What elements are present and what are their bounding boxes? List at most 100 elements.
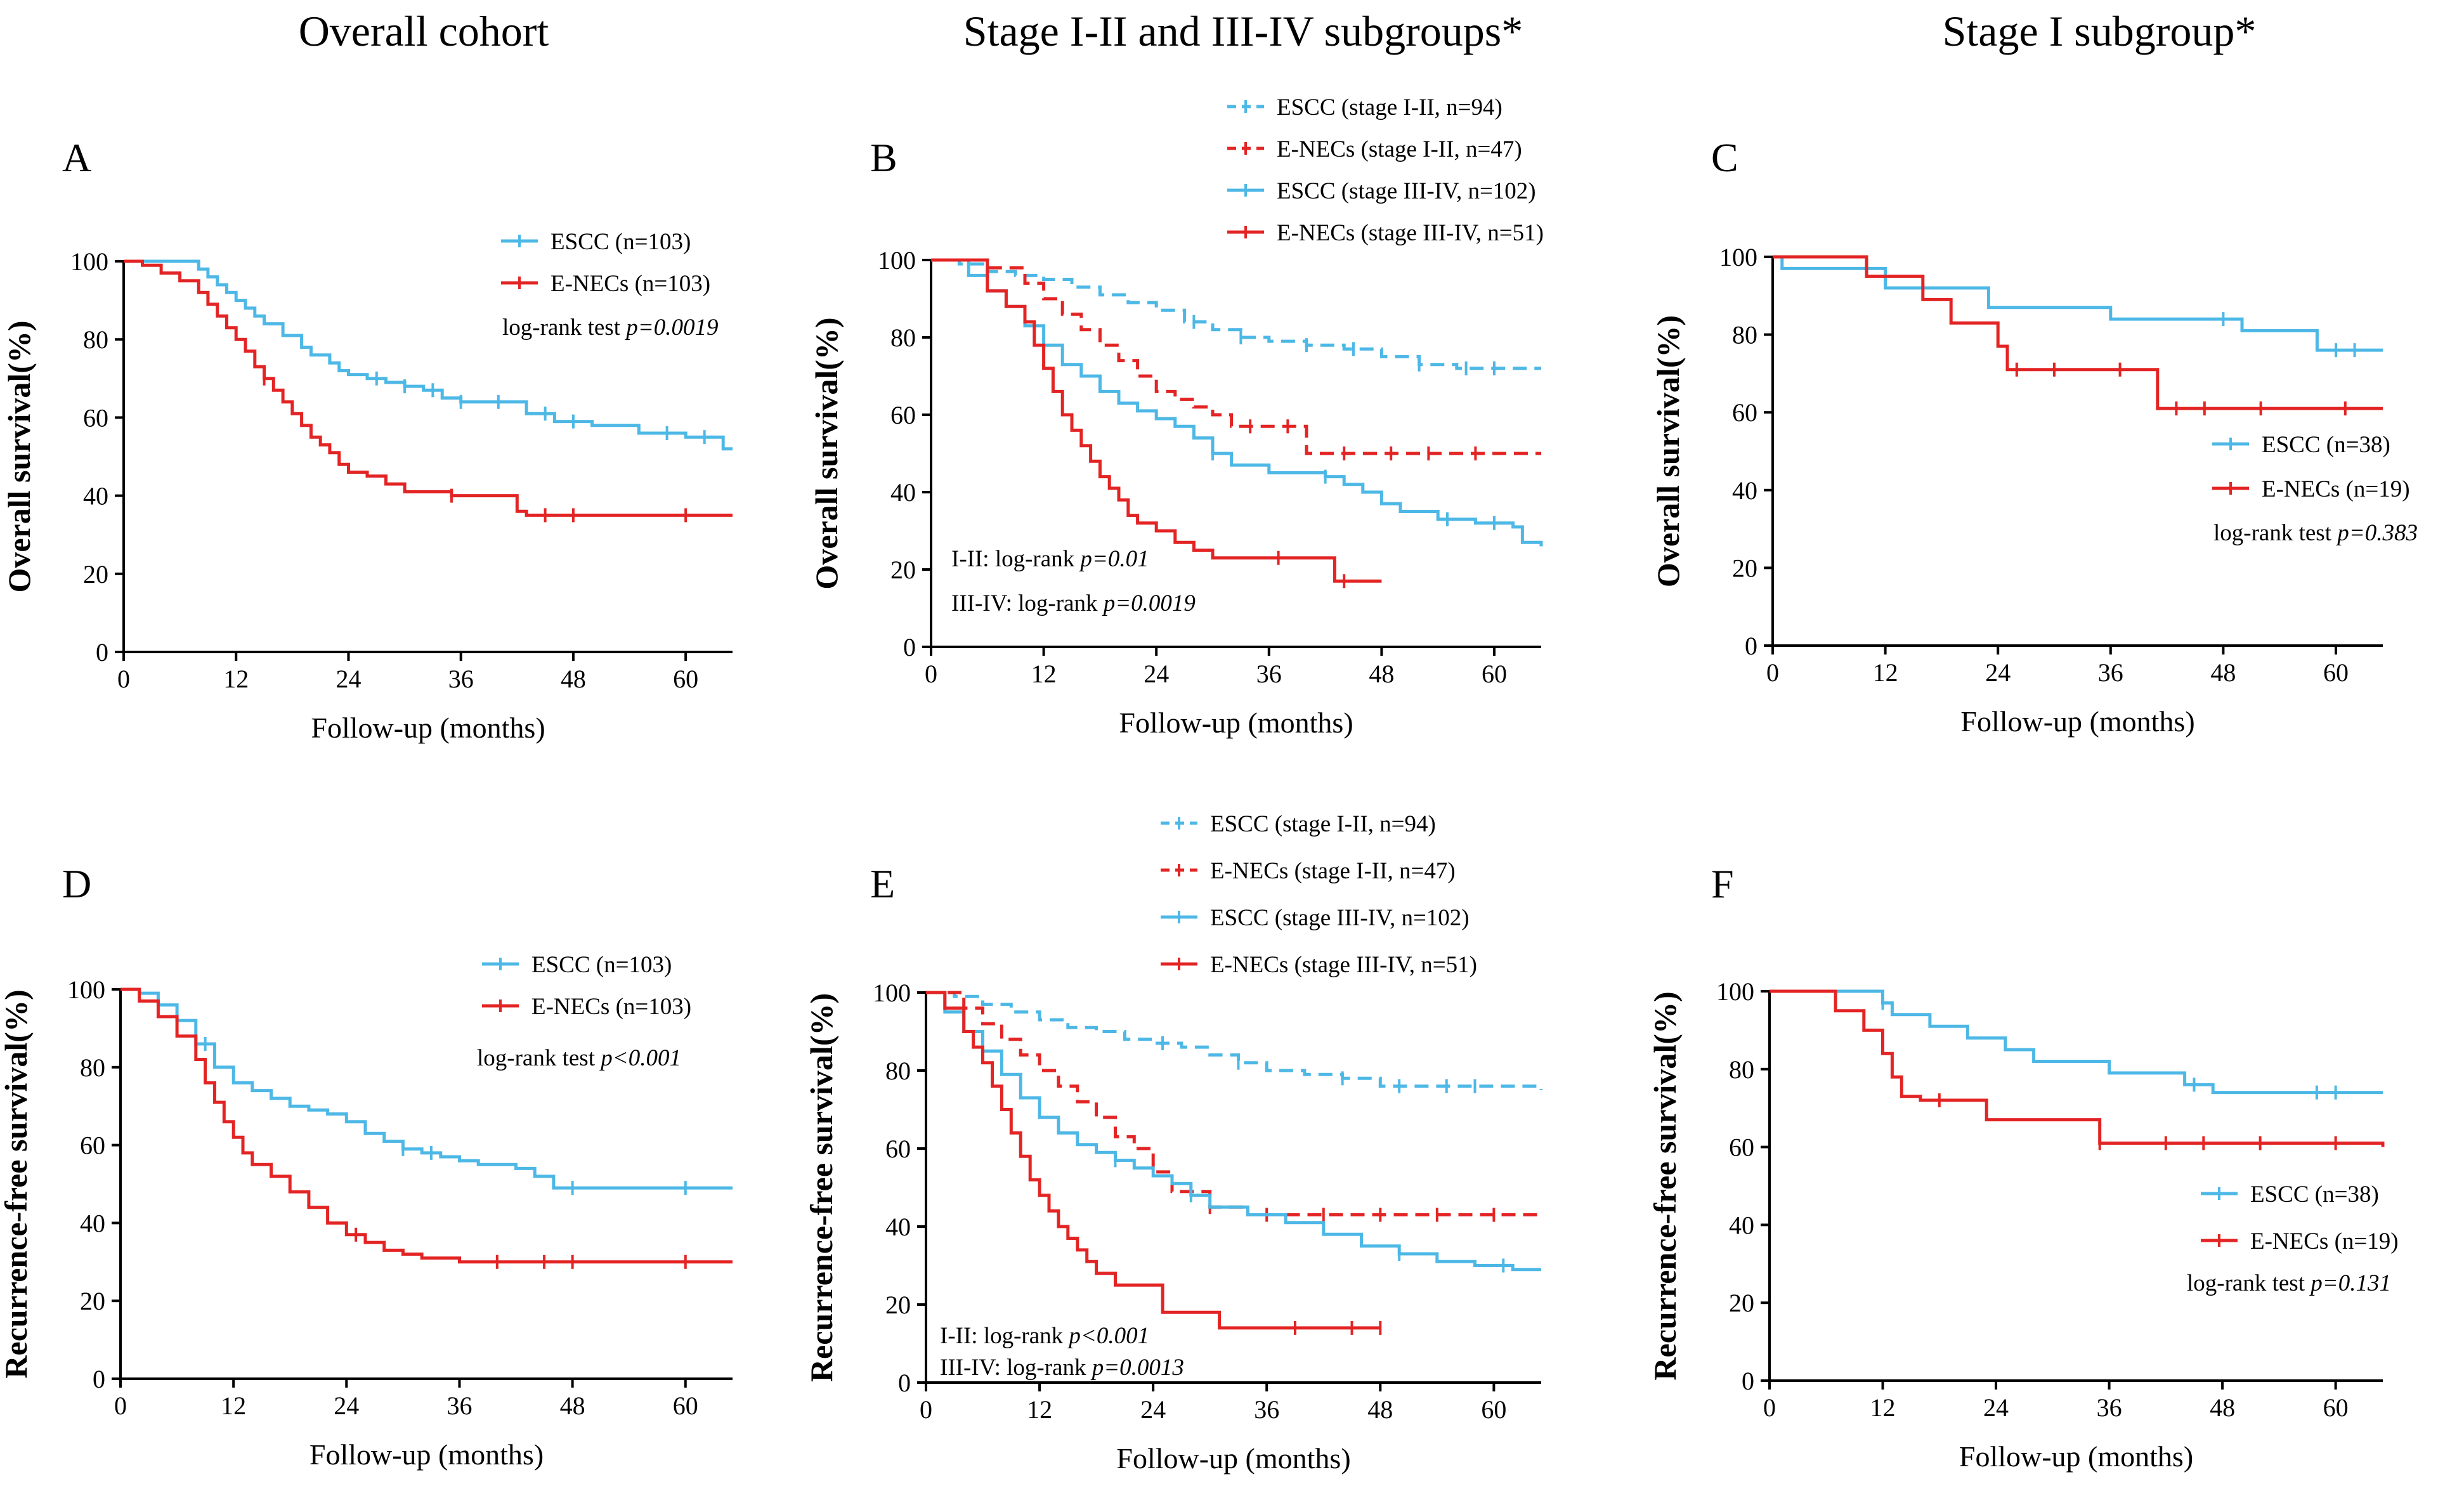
- log-rank-annotation: III-IV: log-rank p=0.0013: [940, 1355, 1184, 1381]
- y-tick-label: 80: [890, 323, 916, 352]
- legend-label: ESCC (n=38): [2250, 1182, 2379, 1208]
- legend-label: E-NECs (n=103): [531, 994, 691, 1020]
- x-axis-title: Follow-up (months): [1959, 1440, 2193, 1473]
- y-tick-label: 0: [898, 1369, 911, 1397]
- panel-b: B 0 12 24 36 48 60 0 20 40 60 80 100 Follow-up (month…: [809, 94, 1544, 739]
- y-tick-label: 100: [878, 246, 916, 275]
- y-tick-label: 20: [885, 1291, 911, 1319]
- x-tick-label: 48: [561, 665, 586, 693]
- survival-curve-2: [124, 259, 733, 517]
- p-value: p<0.001: [599, 1045, 681, 1071]
- log-rank-label: I-II: log-rank: [940, 1323, 1069, 1349]
- p-value: p=0.0019: [624, 315, 718, 341]
- p-value: p=0.0019: [1102, 590, 1196, 616]
- y-tick-label: 40: [1732, 476, 1757, 505]
- panel-c: C 0 12 24 36 48 60 0 20 40 60 80 100 Follow-up (month…: [1650, 135, 2418, 738]
- x-tick-label: 48: [2210, 1393, 2235, 1422]
- x-tick-label: 60: [1481, 1395, 1506, 1424]
- panel-f: F 0 12 24 36 48 60 0 20 40 60 80 100 Follow-up (month…: [1647, 861, 2399, 1473]
- survival-curve-4: [926, 991, 1381, 1330]
- x-tick-label: 0: [114, 1391, 127, 1420]
- x-tick-label: 24: [336, 665, 361, 693]
- survival-curve-1: [926, 991, 1543, 1090]
- x-tick-label: 48: [2210, 658, 2236, 687]
- y-tick-label: 60: [890, 401, 916, 429]
- x-tick-label: 36: [2098, 658, 2123, 687]
- x-tick-label: 0: [925, 660, 937, 688]
- log-rank-annotation: log-rank test p=0.131: [2187, 1270, 2391, 1296]
- x-axis-title: Follow-up (months): [1116, 1442, 1350, 1475]
- survival-curve-2: [121, 987, 733, 1264]
- y-tick-label: 0: [93, 1365, 105, 1393]
- survival-curve-1: [124, 259, 733, 451]
- x-tick-label: 24: [1140, 1395, 1166, 1424]
- log-rank-label: I-II: log-rank: [951, 546, 1080, 572]
- x-tick-label: 36: [447, 1391, 472, 1420]
- y-tick-label: 0: [96, 638, 108, 667]
- y-tick-label: 80: [83, 325, 108, 354]
- y-tick-label: 100: [873, 979, 911, 1007]
- x-tick-label: 36: [448, 665, 474, 693]
- x-tick-label: 12: [1027, 1395, 1052, 1424]
- log-rank-label: III-IV: log-rank: [940, 1355, 1092, 1381]
- y-tick-label: 80: [1732, 321, 1757, 349]
- column-title-stage-i: Stage I subgroup*: [1943, 7, 2257, 55]
- x-tick-label: 60: [673, 1391, 698, 1420]
- y-tick-label: 0: [1745, 632, 1757, 660]
- x-tick-label: 60: [1482, 660, 1507, 688]
- log-rank-label: log-rank test: [477, 1045, 601, 1071]
- y-tick-label: 20: [1729, 1289, 1754, 1317]
- x-tick-label: 12: [221, 1391, 246, 1420]
- survival-curve-2: [1773, 255, 2383, 410]
- x-tick-label: 48: [1367, 1395, 1393, 1424]
- y-tick-label: 60: [83, 403, 108, 432]
- y-tick-label: 100: [67, 975, 105, 1004]
- x-tick-label: 48: [1369, 660, 1394, 688]
- survival-curve-2: [926, 991, 1541, 1216]
- x-tick-label: 60: [2323, 658, 2349, 687]
- legend-label: ESCC (n=103): [531, 952, 672, 978]
- y-axis-title: Recurrence-free survival(%): [1647, 991, 1683, 1380]
- y-tick-label: 0: [903, 633, 916, 661]
- y-tick-label: 40: [890, 478, 916, 507]
- log-rank-annotation: I-II: log-rank p<0.001: [940, 1323, 1149, 1349]
- legend-label: E-NECs (n=103): [551, 271, 710, 297]
- x-tick-label: 0: [117, 665, 130, 693]
- y-tick-label: 80: [1729, 1055, 1754, 1084]
- y-tick-label: 60: [1732, 398, 1757, 427]
- log-rank-label: log-rank test: [2213, 520, 2337, 546]
- y-tick-label: 100: [1719, 243, 1757, 271]
- survival-curve-2: [931, 258, 1541, 455]
- y-axis-title: Overall survival(%): [809, 317, 844, 589]
- p-value: p=0.383: [2335, 520, 2418, 546]
- y-tick-label: 60: [1729, 1133, 1754, 1162]
- log-rank-annotation: log-rank test p=0.383: [2213, 520, 2418, 546]
- x-tick-label: 0: [920, 1395, 932, 1424]
- legend-label: E-NECs (stage I-II, n=47): [1210, 858, 1456, 884]
- y-tick-label: 20: [890, 556, 916, 584]
- p-value: p=0.0013: [1090, 1355, 1184, 1381]
- x-tick-label: 60: [673, 665, 698, 693]
- log-rank-annotation: III-IV: log-rank p=0.0019: [951, 590, 1196, 616]
- legend-label: ESCC (stage III-IV, n=102): [1210, 905, 1470, 931]
- y-tick-label: 80: [885, 1057, 911, 1085]
- survival-curve-2: [1770, 989, 2385, 1147]
- legend-label: ESCC (n=103): [551, 229, 691, 255]
- x-tick-label: 24: [1983, 1393, 2009, 1422]
- panel-e: E 0 12 24 36 48 60 0 20 40 60 80 100 Follow-up (month…: [804, 811, 1543, 1475]
- x-axis-title: Follow-up (months): [1960, 705, 2194, 738]
- legend-label: ESCC (stage I-II, n=94): [1277, 94, 1503, 120]
- x-axis-title: Follow-up (months): [311, 712, 545, 744]
- x-tick-label: 12: [1873, 658, 1898, 687]
- legend-label: E-NECs (stage I-II, n=47): [1277, 136, 1522, 162]
- panel-letter: F: [1711, 861, 1734, 906]
- y-axis-title: Overall survival(%): [1650, 315, 1686, 587]
- legend-label: ESCC (stage III-IV, n=102): [1277, 178, 1536, 204]
- y-tick-label: 60: [885, 1135, 911, 1163]
- panel-letter: A: [62, 135, 91, 180]
- y-tick-label: 20: [80, 1287, 105, 1315]
- y-tick-label: 40: [83, 482, 108, 511]
- y-tick-label: 100: [1716, 977, 1754, 1006]
- column-title-overall: Overall cohort: [299, 7, 549, 55]
